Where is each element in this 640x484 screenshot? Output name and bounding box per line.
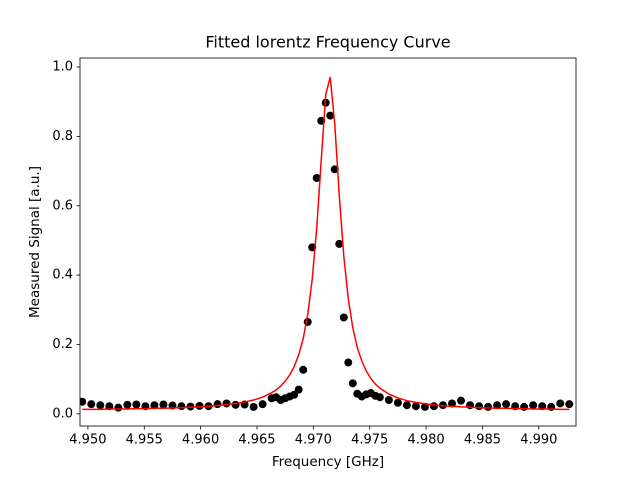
data-point [150,401,159,410]
data-point [303,317,312,326]
data-point [457,396,466,405]
x-tick-label: 4.970 [295,433,332,448]
data-point [484,402,493,411]
data-point [96,401,105,410]
data-point [114,403,123,412]
data-point [326,111,335,120]
data-point [299,365,308,374]
data-point [195,401,204,410]
x-axis-label: Frequency [GHz] [272,454,384,470]
x-tick-label: 4.965 [238,433,275,448]
data-point [384,395,393,404]
x-tick-label: 4.990 [520,433,557,448]
data-point [475,402,484,411]
data-point [105,402,114,411]
data-point [339,313,348,322]
data-point [402,401,411,410]
y-tick-label: 0.6 [52,198,73,213]
data-point [335,239,344,248]
data-point [520,402,529,411]
axes-frame [79,57,577,427]
data-point [538,402,547,411]
x-tick-label: 4.955 [126,433,163,448]
data-point [294,385,303,394]
y-tick-label: 0.2 [52,337,73,352]
data-point [565,400,574,409]
data-point [249,402,258,411]
data-point [213,400,222,409]
data-point [420,402,429,411]
data-point [290,390,299,399]
data-point [393,398,402,407]
data-point [502,400,511,409]
y-tick-label: 0.8 [52,129,73,144]
x-tick-label: 4.950 [69,433,106,448]
data-point [80,397,87,406]
data-point [231,400,240,409]
data-point [493,401,502,410]
data-point [556,399,565,408]
y-axis-label: Measured Signal [a.u.] [27,166,43,318]
y-tick-label: 1.0 [52,60,73,75]
data-point [348,379,357,388]
data-point [312,174,321,183]
chart-title: Fitted lorentz Frequency Curve [205,33,450,52]
data-point [529,401,538,410]
x-tick-label: 4.980 [407,433,444,448]
x-tick-label: 4.975 [351,433,388,448]
data-point [429,402,438,411]
data-point [344,358,353,367]
data-point [411,402,420,411]
data-point [177,402,186,411]
data-layer [80,76,574,412]
data-point [375,393,384,402]
data-point [123,400,132,409]
x-tick-label: 4.960 [182,433,219,448]
data-point [159,400,168,409]
plot-area: 4.950 4.955 4.960 4.965 4.970 4.975 4.980 4.985… [52,57,577,448]
data-point [132,400,141,409]
x-tick-label: 4.985 [464,433,501,448]
data-point [87,400,96,409]
data-point [258,400,267,409]
y-tick-label: 0.4 [52,268,73,283]
y-tick-label: 0.0 [52,406,73,421]
fit-line [82,76,570,411]
